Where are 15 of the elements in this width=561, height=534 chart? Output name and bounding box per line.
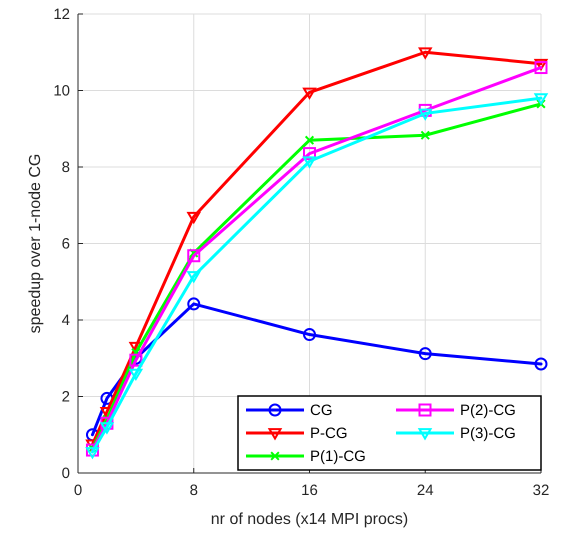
y-tick-label: 4 bbox=[62, 312, 70, 329]
legend-label: P(1)-CG bbox=[310, 448, 366, 465]
x-tick-label: 32 bbox=[532, 482, 550, 499]
y-tick-label: 10 bbox=[53, 82, 70, 100]
x-tick-label: 16 bbox=[301, 482, 318, 499]
x-tick-label: 0 bbox=[74, 482, 82, 499]
y-tick-label: 0 bbox=[62, 465, 70, 482]
y-tick-label: 12 bbox=[53, 6, 70, 23]
x-axis-title: nr of nodes (x14 MPI procs) bbox=[210, 511, 408, 528]
y-tick-label: 8 bbox=[62, 159, 70, 176]
y-tick-label: 2 bbox=[62, 388, 70, 406]
y-tick-label: 6 bbox=[62, 236, 70, 252]
y-axis-title: speedup over 1-node CG bbox=[27, 154, 44, 334]
x-tick-label: 8 bbox=[190, 482, 198, 499]
x-tick-label: 24 bbox=[416, 482, 434, 499]
